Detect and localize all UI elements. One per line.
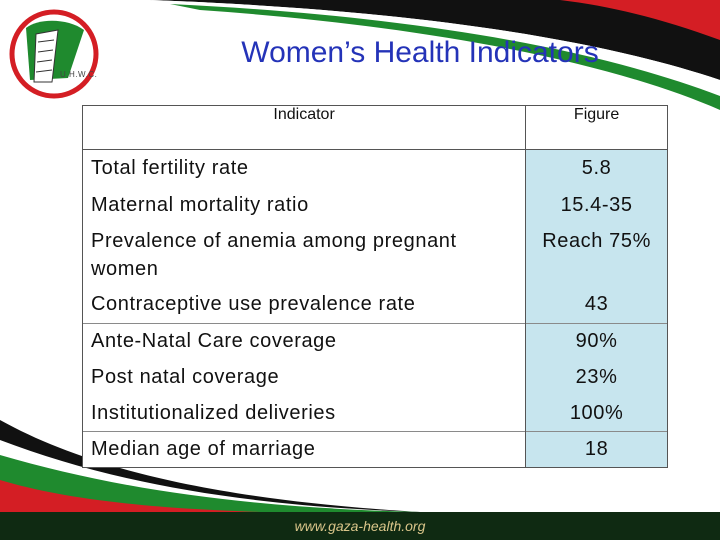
page-title: Women’s Health Indicators	[241, 36, 599, 69]
table-row: Post natal coverage 23%	[81, 359, 668, 396]
figure-cell: Reach 75%	[525, 223, 668, 286]
table-row: Prevalence of anemia among pregnant wome…	[81, 223, 668, 286]
table-header-row: Indicator Figure	[81, 105, 668, 150]
figure-cell: 90%	[525, 323, 668, 360]
footer-url[interactable]: www.gaza-health.org	[294, 518, 426, 534]
header-figure: Figure	[525, 105, 668, 150]
table-row: Median age of marriage 18	[81, 431, 668, 468]
figure-cell: 5.8	[525, 149, 668, 188]
figure-cell: 23%	[525, 359, 668, 396]
indicator-cell: Ante-Natal Care coverage	[81, 323, 527, 360]
table-row: Institutionalized deliveries 100%	[81, 395, 668, 432]
table-row: Ante-Natal Care coverage 90%	[81, 323, 668, 360]
indicator-cell: Contraceptive use prevalence rate	[81, 285, 527, 324]
table-row: Contraceptive use prevalence rate 43	[81, 285, 668, 324]
indicator-cell: Maternal mortality ratio	[81, 187, 527, 224]
indicator-cell: Total fertility rate	[81, 149, 527, 188]
figure-cell: 100%	[525, 395, 668, 432]
indicators-table: Indicator Figure Total fertility rate 5.…	[81, 105, 668, 468]
header-indicator: Indicator	[81, 105, 527, 150]
table-row: Total fertility rate 5.8	[81, 149, 668, 188]
figure-cell: 18	[525, 431, 668, 468]
figure-cell: 43	[525, 285, 668, 324]
indicator-cell: Prevalence of anemia among pregnant wome…	[81, 223, 527, 286]
indicator-cell: Institutionalized deliveries	[81, 395, 527, 432]
table-row: Maternal mortality ratio 15.4-35	[81, 187, 668, 224]
indicator-cell: Post natal coverage	[81, 359, 527, 396]
logo-text: U.H.W.C.	[60, 70, 98, 79]
figure-cell: 15.4-35	[525, 187, 668, 224]
uhwc-logo-icon	[9, 9, 99, 99]
footer-bar	[0, 512, 720, 540]
indicator-cell: Median age of marriage	[81, 431, 527, 468]
